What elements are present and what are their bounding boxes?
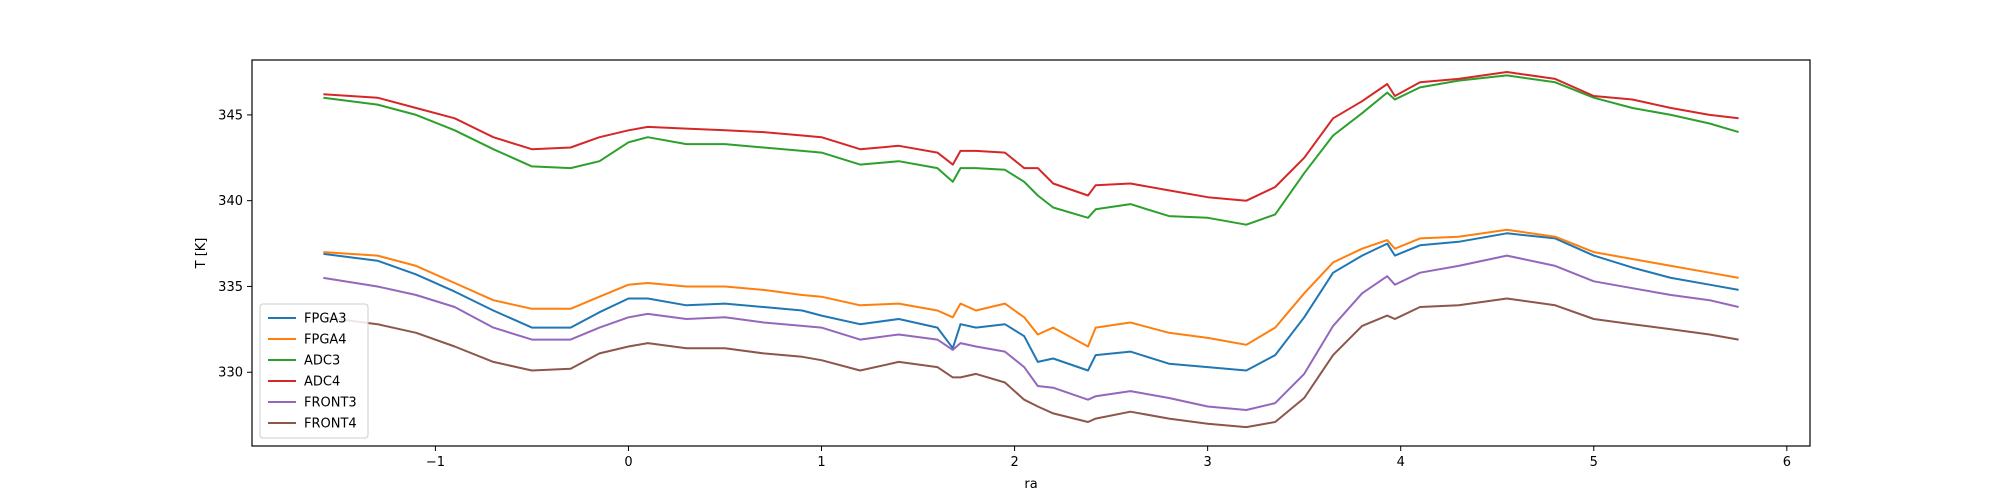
x-tick-label: −1 [426, 455, 445, 470]
x-tick-label: 6 [1783, 455, 1791, 470]
series-layer [323, 71, 1739, 429]
legend-label-front3: FRONT3 [304, 396, 357, 411]
legend: FPGA3 FPGA4 ADC3 ADC4 FRONT3 FRONT4 [259, 303, 369, 439]
x-tick-label: 4 [1397, 455, 1405, 470]
y-tick-label: 345 [218, 108, 243, 123]
series-line-front3 [323, 254, 1739, 411]
legend-box [259, 303, 369, 439]
plot-area [251, 59, 1811, 447]
legend-label-front4: FRONT4 [304, 417, 357, 432]
x-tick-label: 0 [624, 455, 632, 470]
series-line-adc4 [323, 71, 1739, 202]
x-axis-label: ra [1024, 477, 1037, 492]
y-tick-label: 330 [218, 366, 243, 381]
legend-label-adc3: ADC3 [304, 354, 340, 369]
y-axis-label: T [K] [194, 238, 209, 270]
series-line-fpga4 [323, 228, 1739, 348]
series-line-adc3 [323, 74, 1739, 226]
series-line-front4 [323, 297, 1739, 429]
y-tick-label: 340 [218, 194, 243, 209]
legend-label-fpga4: FPGA4 [304, 333, 347, 348]
legend-label-fpga3: FPGA3 [304, 312, 347, 327]
axes-border [251, 59, 1811, 447]
x-tick-label: 3 [1204, 455, 1212, 470]
x-tick-label: 2 [1010, 455, 1018, 470]
x-tick-label: 1 [817, 455, 825, 470]
legend-label-adc4: ADC4 [304, 375, 340, 390]
y-tick-label: 335 [218, 280, 243, 295]
series-line-fpga3 [323, 232, 1739, 372]
x-tick-label: 5 [1590, 455, 1598, 470]
